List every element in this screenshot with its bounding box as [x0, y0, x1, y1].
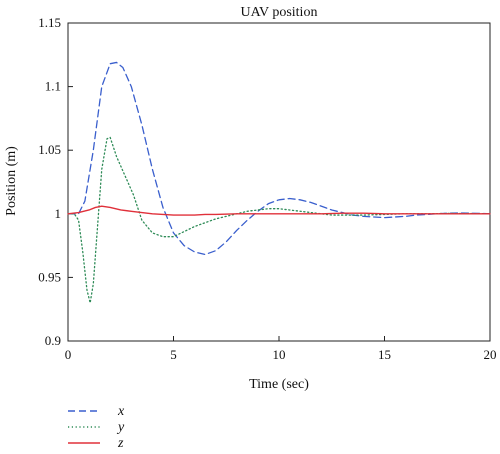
- y-axis-title: Position (m): [4, 146, 19, 216]
- x-tick-label: 5: [170, 347, 177, 362]
- series-line-x: [67, 61, 491, 256]
- y-tick-label: 1.15: [38, 15, 61, 30]
- legend: xyz: [68, 404, 125, 451]
- legend-label-z: z: [117, 436, 124, 451]
- y-tick-label: 1.1: [45, 79, 61, 94]
- x-axis-title: Time (sec): [249, 377, 309, 392]
- y-tick-label: 0.9: [45, 333, 61, 348]
- x-tick-label: 15: [378, 347, 391, 362]
- x-tick-label: 0: [65, 347, 72, 362]
- y-tick-label: 0.95: [38, 269, 61, 284]
- series-layer: [67, 61, 491, 304]
- legend-label-y: y: [116, 420, 125, 435]
- x-axis: 0 5 10 15 20: [65, 336, 497, 362]
- series-line-z: [67, 205, 491, 216]
- legend-label-x: x: [117, 404, 125, 419]
- x-tick-label: 20: [484, 347, 497, 362]
- y-tick-label: 1: [55, 206, 62, 221]
- y-axis: 0.9 0.95 1 1.05 1.1 1.15: [38, 15, 73, 348]
- series-line-y: [67, 136, 491, 304]
- chart-title: UAV position: [241, 5, 318, 20]
- y-tick-label: 1.05: [38, 142, 61, 157]
- plot-frame: [67, 22, 491, 342]
- x-tick-label: 10: [273, 347, 286, 362]
